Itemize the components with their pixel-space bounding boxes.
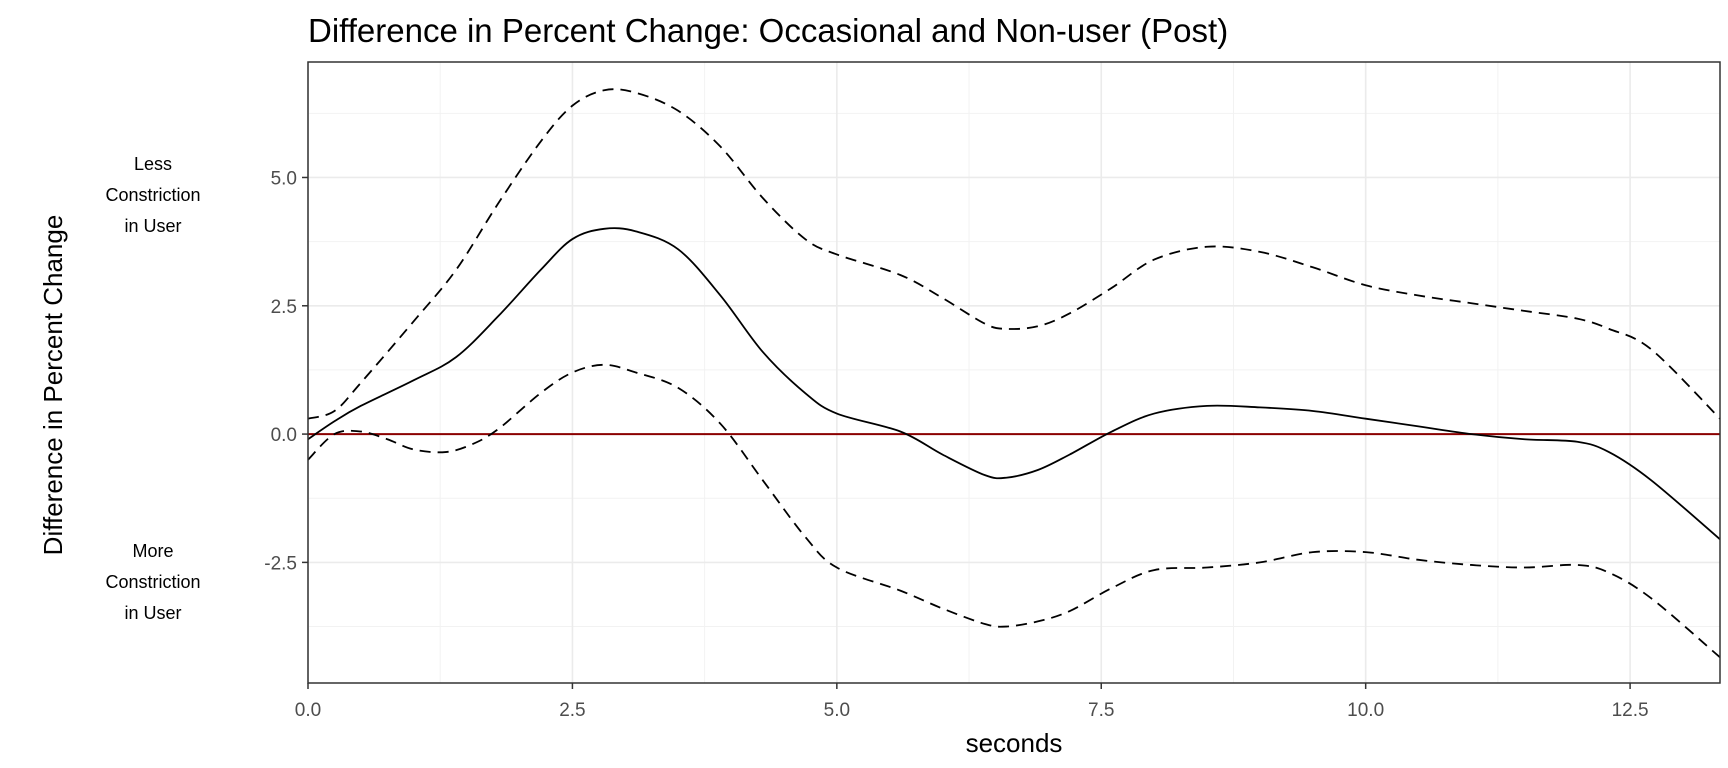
x-tick-label: 5.0 bbox=[824, 700, 850, 721]
annotation-layer: Less Constriction in User More Constriction i… bbox=[105, 154, 200, 623]
dashed-upper-bound-line bbox=[307, 88, 1721, 420]
solid-estimate-line bbox=[307, 227, 1721, 540]
data-layer bbox=[307, 88, 1721, 659]
x-axis-title: seconds bbox=[966, 728, 1063, 758]
y-tick-label: 0.0 bbox=[271, 425, 297, 446]
more-constriction-annotation-line-2: Constriction bbox=[105, 572, 200, 592]
x-tick-label: 0.0 bbox=[295, 700, 321, 721]
more-constriction-annotation-line-3: in User bbox=[124, 603, 181, 623]
y-tick-label: 2.5 bbox=[271, 297, 297, 318]
dashed-lower-bound-line bbox=[307, 363, 1721, 659]
axis-layer: 0.0 2.5 5.0 7.5 10.0 12.5 -2.5 0.0 2.5 5.0 bbox=[264, 168, 1648, 721]
x-tick-label: 7.5 bbox=[1088, 700, 1114, 721]
less-constriction-annotation-line-1: Less bbox=[134, 154, 172, 174]
x-tick-label: 2.5 bbox=[559, 700, 585, 721]
more-constriction-annotation-line-1: More bbox=[132, 541, 173, 561]
less-constriction-annotation-line-3: in User bbox=[124, 216, 181, 236]
x-tick-label: 12.5 bbox=[1612, 700, 1649, 721]
x-tick-label: 10.0 bbox=[1347, 700, 1384, 721]
less-constriction-annotation-line-2: Constriction bbox=[105, 185, 200, 205]
chart-title: Difference in Percent Change: Occasional… bbox=[308, 12, 1228, 49]
y-tick-label: -2.5 bbox=[264, 553, 297, 574]
plot-panel-border bbox=[307, 61, 1721, 684]
y-tick-label: 5.0 bbox=[271, 168, 297, 189]
y-axis-title: Difference in Percent Change bbox=[38, 215, 68, 556]
